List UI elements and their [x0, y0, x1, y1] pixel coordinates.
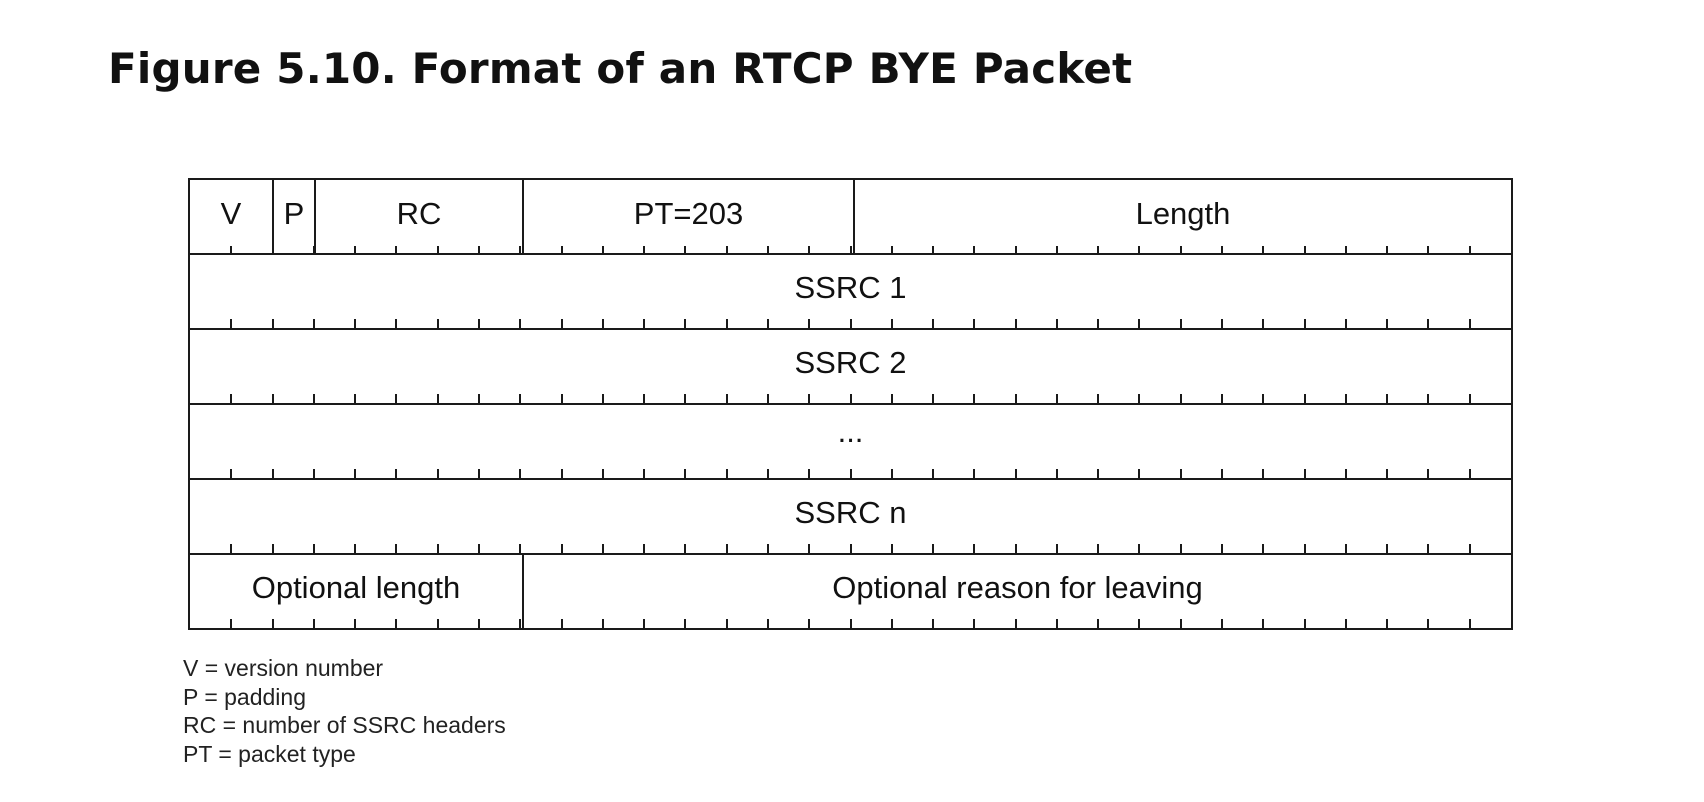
field-length: Length — [853, 180, 1511, 255]
field-optional-length-label: Optional length — [251, 569, 461, 605]
field-packet-type: PT=203 — [522, 180, 853, 255]
field-padding: P — [272, 180, 314, 255]
field-ssrc-ellipsis: ... — [190, 405, 1511, 478]
legend: V = version number P = padding RC = numb… — [183, 654, 506, 768]
field-ssrc-1: SSRC 1 — [190, 255, 1511, 328]
field-optional-length: Optional length — [190, 555, 522, 628]
legend-report-count: RC = number of SSRC headers — [183, 712, 506, 738]
field-packet-type-label: PT=203 — [633, 195, 744, 231]
field-length-label: Length — [1135, 195, 1231, 231]
field-optional-reason-label: Optional reason for leaving — [832, 569, 1203, 605]
field-optional-reason: Optional reason for leaving — [522, 555, 1511, 628]
field-report-count: RC — [314, 180, 522, 255]
ssrc-row-ellipsis: ... — [190, 403, 1511, 478]
field-ssrc-2-label: SSRC 2 — [794, 344, 907, 380]
ssrc-row-1: SSRC 1 — [190, 253, 1511, 328]
field-ssrc-ellipsis-label: ... — [837, 413, 864, 449]
field-padding-label: P — [283, 195, 305, 231]
field-version-label: V — [220, 195, 242, 231]
packet-diagram: V P RC PT=203 Length SSRC 1 SSRC 2 ... — [188, 178, 1513, 630]
ssrc-row-2: SSRC 2 — [190, 328, 1511, 403]
legend-packet-type: PT = packet type — [183, 740, 356, 767]
field-ssrc-1-label: SSRC 1 — [794, 269, 907, 305]
optional-row: Optional length Optional reason for leav… — [190, 553, 1511, 628]
field-ssrc-n: SSRC n — [190, 480, 1511, 553]
legend-padding: P = padding — [183, 683, 306, 710]
header-row: V P RC PT=203 Length — [190, 180, 1511, 255]
ssrc-row-n: SSRC n — [190, 478, 1511, 553]
figure-title: Figure 5.10. Format of an RTCP BYE Packe… — [108, 44, 1133, 93]
field-version: V — [190, 180, 272, 255]
field-ssrc-n-label: SSRC n — [794, 494, 907, 530]
legend-version: V = version number — [183, 655, 384, 681]
field-report-count-label: RC — [396, 195, 442, 231]
field-ssrc-2: SSRC 2 — [190, 330, 1511, 403]
